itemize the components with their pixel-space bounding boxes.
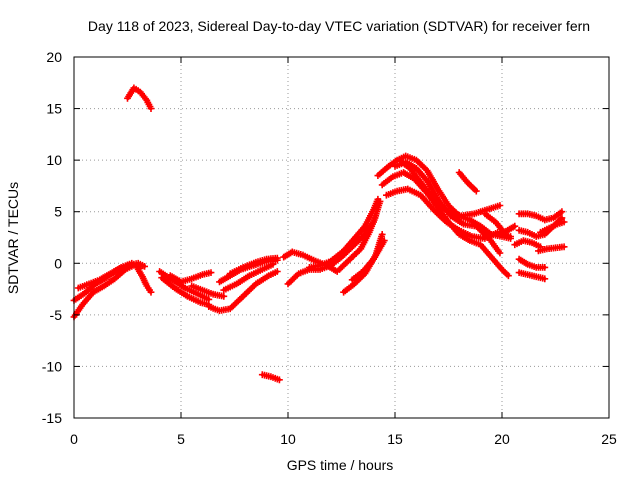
plot-frame [73,56,610,419]
series-marker [134,266,155,296]
series-track-25 [395,156,504,220]
series-marker [336,212,380,273]
x-tick-label: 15 [387,431,403,447]
series-marker [535,243,568,255]
y-tick-label: -10 [42,358,62,374]
y-tick-label: -15 [42,410,62,426]
series-track-5 [124,84,155,112]
series-marker [70,261,144,321]
series-track-18 [336,212,380,273]
series-marker [306,195,382,271]
series-marker [515,255,549,271]
series-track-9 [188,282,228,300]
series-marker [205,268,281,315]
series-track-4 [134,266,155,296]
series-marker [481,210,519,236]
series-marker [515,269,549,283]
x-tick-label: 10 [280,431,296,447]
series-marker [395,156,504,220]
series-marker [383,185,514,242]
series-track-13 [226,254,281,277]
series-track-8 [166,269,215,286]
series-marker [258,371,283,384]
y-tick-label: 5 [54,204,62,220]
series-marker [220,260,277,294]
series-track-3 [74,259,136,292]
x-tick-label: 25 [601,431,617,447]
chart-title: Day 118 of 2023, Sidereal Day-to-day VTE… [88,18,590,34]
series-track-34 [537,218,568,236]
x-tick-label: 5 [177,431,185,447]
series-track-28 [511,237,544,251]
series-marker [74,259,136,292]
series-marker [515,208,566,224]
x-axis-label: GPS time / hours [287,457,394,473]
series-track-7 [158,274,213,308]
series-track-27 [481,210,519,236]
series-track-33 [535,243,568,255]
axis-ticks: 0 5 10 15 20 25 -15 -10 -5 0 5 10 15 20 [42,49,617,447]
data-series [70,84,568,384]
series-marker [226,254,281,277]
series-track-29 [515,255,549,271]
series-track-30 [515,269,549,283]
series-track-12 [220,260,277,294]
series-track-10 [205,268,281,315]
series-track-14 [258,371,283,384]
series-track-1 [70,261,144,321]
series-track-17 [306,195,382,271]
series-track-20 [348,237,388,284]
grid [74,57,609,418]
y-tick-label: 0 [54,255,62,271]
series-track-22 [378,169,512,280]
series-track-32 [515,208,566,224]
series-marker [511,237,544,251]
y-tick-label: 10 [46,152,62,168]
series-marker [188,282,228,300]
series-marker [378,169,512,280]
series-marker [348,237,388,284]
y-tick-label: 15 [46,101,62,117]
series-marker [455,169,480,195]
y-tick-label: -5 [50,307,63,323]
y-tick-label: 20 [46,49,62,65]
series-marker [158,274,213,308]
x-tick-label: 20 [494,431,510,447]
series-marker [537,218,568,236]
y-axis-label: SDTVAR / TECUs [5,182,21,294]
series-track-26 [455,169,480,195]
series-marker [124,84,155,112]
x-tick-label: 0 [70,431,78,447]
series-marker [166,269,215,286]
